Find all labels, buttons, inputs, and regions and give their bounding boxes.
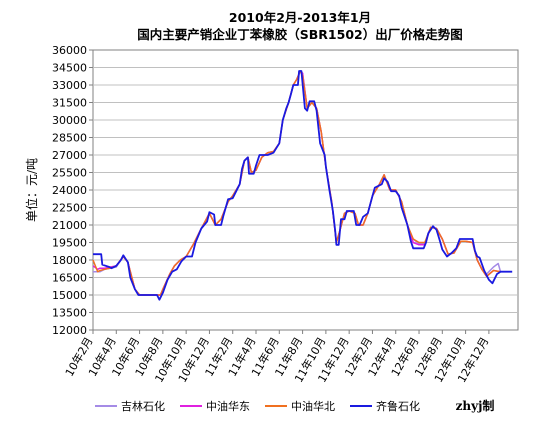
y-tick-label: 25500 [52, 167, 87, 180]
y-tick-label: 19500 [52, 237, 87, 250]
y-tick-label: 18000 [52, 254, 87, 267]
y-tick-label: 15000 [52, 289, 87, 302]
signature: zhyj制 [456, 398, 495, 413]
legend-label: 吉林石化 [121, 399, 165, 413]
y-tick-label: 36000 [52, 44, 87, 57]
y-tick-label: 34500 [52, 62, 87, 75]
y-tick-label: 28500 [52, 132, 87, 145]
y-axis-label: 单位：元/吨 [24, 158, 39, 222]
y-tick-label: 13500 [52, 307, 87, 320]
y-tick-label: 27000 [52, 149, 87, 162]
chart-subtitle: 国内主要产销企业丁苯橡胶（SBR1502）出厂价格走势图 [137, 27, 462, 42]
legend-label: 中油华北 [291, 399, 335, 413]
chart-title: 2010年2月-2013年1月 [229, 10, 371, 25]
y-tick-label: 22500 [52, 202, 87, 215]
y-tick-label: 21000 [52, 219, 87, 232]
y-tick-label: 24000 [52, 184, 87, 197]
y-tick-label: 30000 [52, 114, 87, 127]
gridlines [93, 67, 518, 313]
legend-label: 齐鲁石化 [376, 399, 420, 413]
y-tick-label: 12000 [52, 324, 87, 337]
y-axis-ticks: 12000 13500 15000 16500 18000 19500 21000 22500… [52, 44, 93, 337]
legend-label: 中油华东 [206, 399, 250, 413]
y-tick-label: 31500 [52, 97, 87, 110]
y-tick-label: 16500 [52, 272, 87, 285]
y-tick-label: 33000 [52, 79, 87, 92]
series-line-4 [93, 70, 513, 301]
legend: 吉林石化 中油华东 中油华北 齐鲁石化 [95, 399, 420, 413]
series-lines [92, 70, 513, 301]
x-axis-ticks: 10年2月10年4月10年6月10年8月10年10月10年12月11年2月11年… [62, 330, 491, 385]
